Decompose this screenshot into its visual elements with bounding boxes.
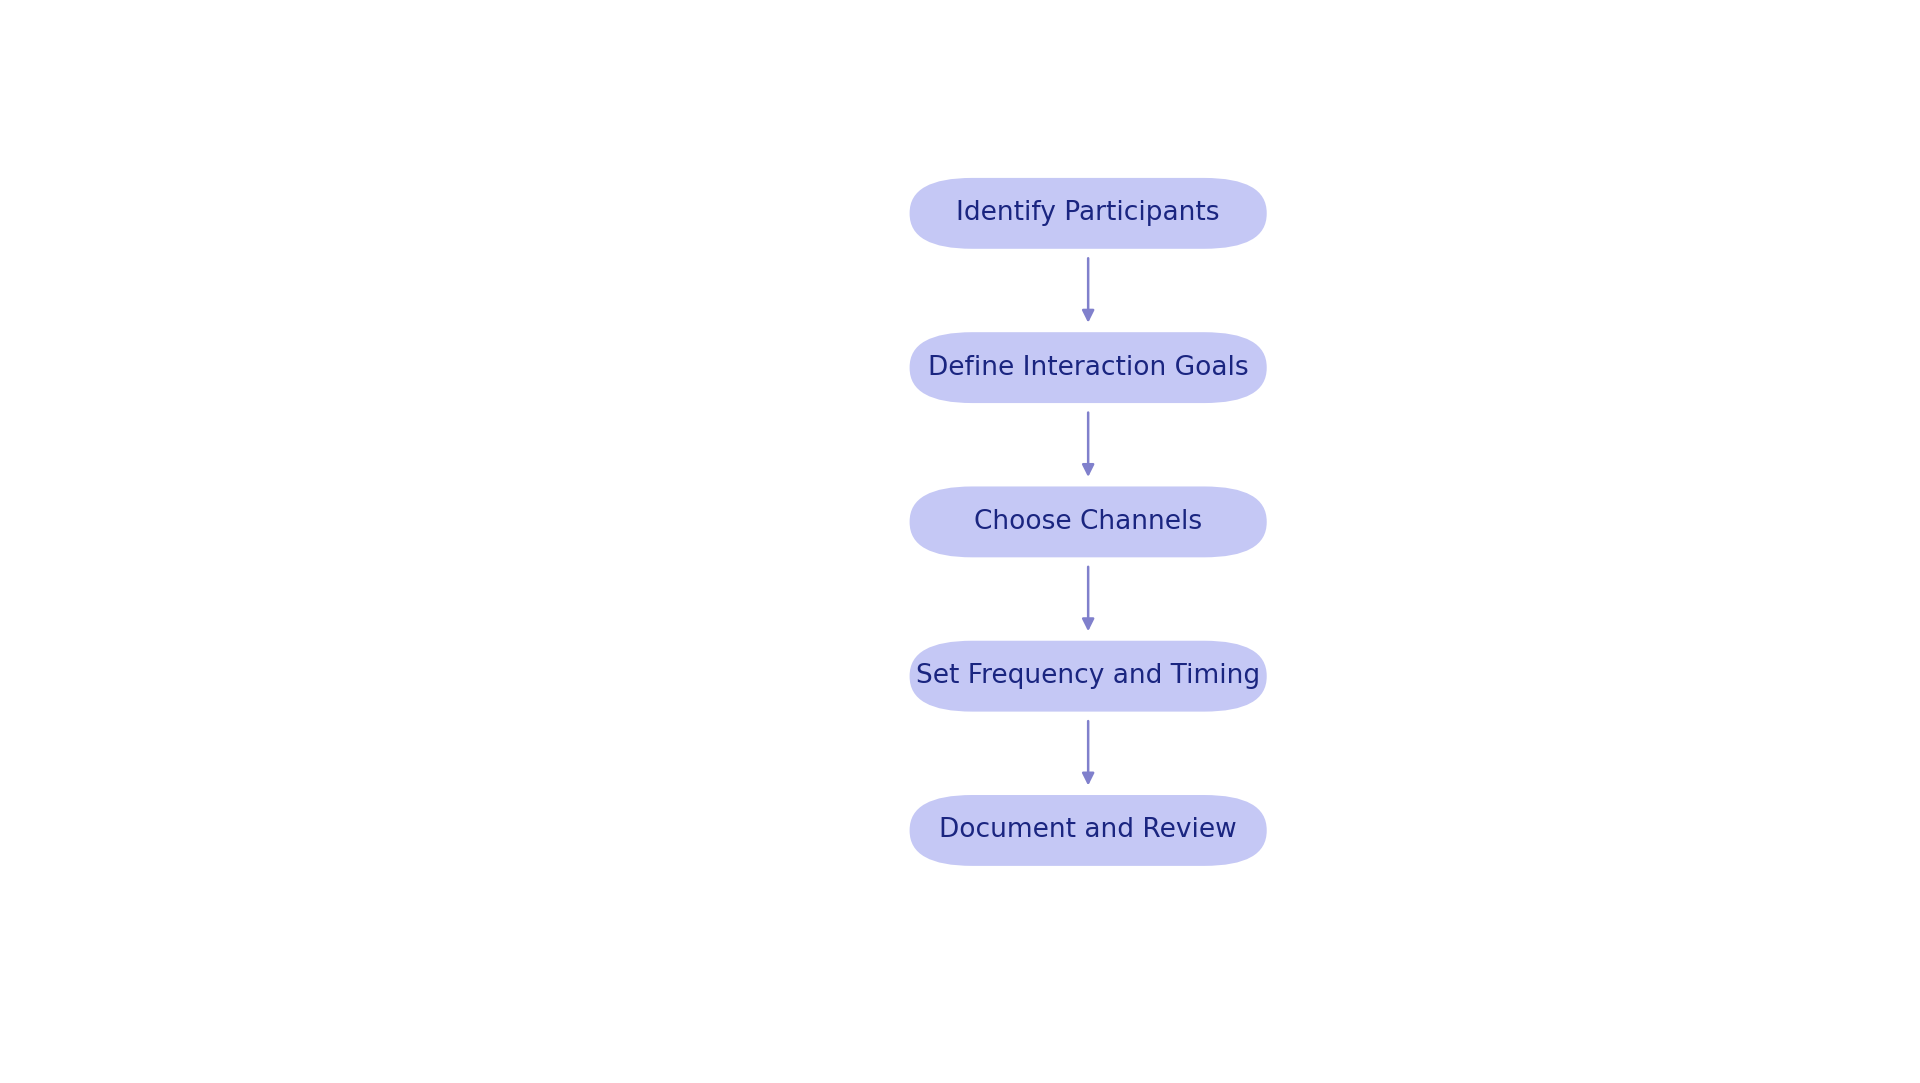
- Text: Document and Review: Document and Review: [939, 818, 1236, 844]
- FancyBboxPatch shape: [910, 795, 1267, 866]
- Text: Identify Participants: Identify Participants: [956, 200, 1219, 226]
- Text: Define Interaction Goals: Define Interaction Goals: [927, 354, 1248, 380]
- FancyBboxPatch shape: [910, 178, 1267, 249]
- Text: Choose Channels: Choose Channels: [973, 509, 1202, 535]
- FancyBboxPatch shape: [910, 332, 1267, 403]
- FancyBboxPatch shape: [910, 486, 1267, 558]
- Text: Set Frequency and Timing: Set Frequency and Timing: [916, 663, 1260, 689]
- FancyBboxPatch shape: [910, 641, 1267, 712]
